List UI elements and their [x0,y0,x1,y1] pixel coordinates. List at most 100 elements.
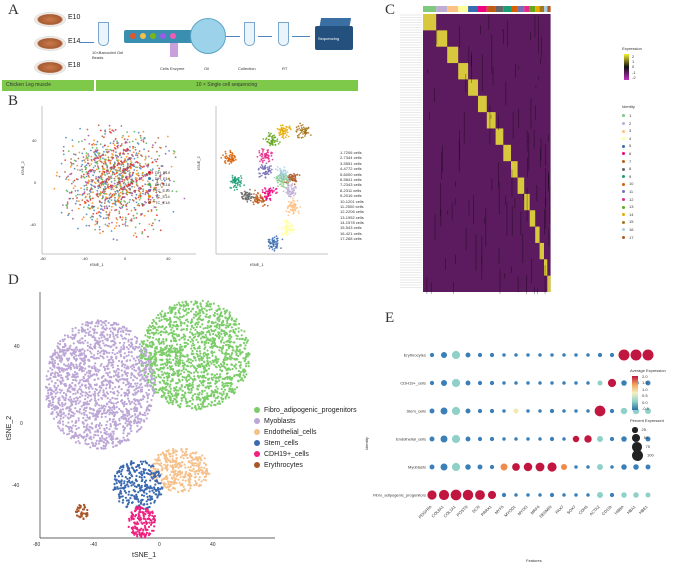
scatter-point [284,229,287,232]
scatter-point [126,131,128,133]
scatter-point [177,301,181,304]
scatter-point [59,349,62,352]
scatter-point [126,374,129,377]
scatter-point [127,409,130,413]
scatter-point [72,363,75,366]
scatter-point [166,189,169,191]
scatter-point [73,371,77,374]
scatter-point [126,190,129,193]
scatter-point [68,409,71,412]
scatter-point [111,202,114,205]
scatter-point [180,324,183,327]
scatter-point [174,340,177,343]
scatter-point [287,228,290,231]
scatter-point [271,140,273,142]
c-expression-ticks: 2 1 0 -1 -2 [632,54,636,80]
scatter-point [116,329,120,332]
scatter-point [133,206,136,209]
scatter-point [237,180,240,183]
scatter-point [130,372,133,375]
scatter-point [80,176,83,179]
scatter-point [142,188,145,191]
scatter-point [187,391,190,394]
scatter-point [290,188,293,191]
scatter-point [261,160,264,162]
scatter-point [149,363,152,366]
b-right-legend: 1-7206 cells 2-7344 cells 3-5551 cells 4-47… [340,150,364,242]
scatter-point [135,341,138,345]
heatmap-stripe [468,200,470,216]
scatter-point [286,189,289,192]
scatter-point [267,245,270,247]
scatter-point [194,310,198,314]
scatter-point [103,160,106,163]
scatter-point [276,243,278,246]
scatter-point [221,338,224,341]
scatter-point [141,174,144,177]
scatter-point [66,378,69,381]
scatter-point [211,354,214,357]
scatter-point [117,183,119,186]
scatter-point [83,173,85,176]
scatter-point [58,359,62,362]
scatter-point [115,184,117,187]
scatter-point [207,300,210,303]
scatter-point [294,177,297,179]
scatter-point [80,405,83,408]
scatter-point [97,404,101,407]
scatter-point [86,344,89,347]
scatter-point [210,362,213,365]
scatter-point [116,181,119,184]
scatter-point [102,217,105,220]
identity-bar-segment [535,6,540,12]
scatter-point [69,395,72,399]
scatter-point [130,178,133,181]
scatter-point [135,410,138,413]
scatter-point [161,363,164,366]
scatter-point [107,187,110,190]
scatter-point [79,379,82,382]
scatter-point [174,392,178,395]
scatter-point [187,339,190,342]
scatter-point [82,408,85,411]
scatter-point [86,193,89,196]
scatter-point [112,348,115,352]
scatter-point [125,203,127,206]
scatter-point [305,127,308,129]
scatter-point [238,373,241,376]
scatter-point [168,347,171,350]
scatter-point [240,175,242,177]
heatmap-stripe [548,174,549,187]
heatmap-stripe [534,15,536,38]
scatter-point [206,326,209,330]
scatter-point [192,303,195,306]
scatter-point [266,140,268,143]
scatter-point [210,343,213,346]
scatter-point [71,139,74,141]
heatmap-stripe [434,214,436,241]
scatter-point [227,357,231,360]
scatter-point [242,357,245,360]
scatter-point [108,205,111,208]
heatmap-stripe [526,187,528,222]
scatter-point [84,331,88,334]
scatter-point [225,155,227,158]
scatter-point [246,194,249,197]
legend-entry: DH_E14 [148,176,170,182]
scatter-point [187,320,190,323]
scatter-point [85,171,88,173]
scatter-point [196,364,199,367]
scatter-point [205,313,208,316]
scatter-point [290,128,292,131]
scatter-point [167,177,170,180]
scatter-point [276,138,279,140]
scatter-point [116,397,119,400]
scatter-point [260,174,263,177]
scatter-point [105,151,108,153]
heatmap-stripe [498,248,500,265]
scatter-point [128,201,131,204]
scatter-point [96,149,99,151]
scatter-point [219,366,222,369]
scatter-point [99,129,102,132]
scatter-point [160,389,163,392]
